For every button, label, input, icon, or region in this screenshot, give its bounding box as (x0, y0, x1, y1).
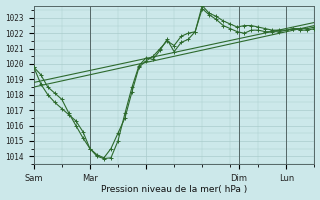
X-axis label: Pression niveau de la mer( hPa ): Pression niveau de la mer( hPa ) (101, 185, 247, 194)
